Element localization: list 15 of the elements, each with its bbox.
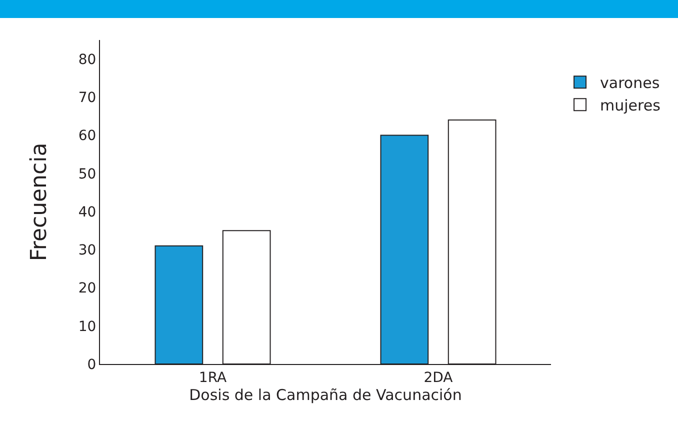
x-tick-label: 1RA bbox=[198, 370, 227, 386]
y-tick-label: 80 bbox=[78, 52, 96, 68]
y-tick-label: 30 bbox=[78, 242, 96, 259]
y-tick-label: 40 bbox=[78, 204, 96, 220]
legend-label: mujeres bbox=[600, 96, 661, 115]
legend-label: varones bbox=[600, 74, 660, 92]
y-tick-label: 60 bbox=[78, 128, 96, 144]
y-axis-title: Frecuencia bbox=[27, 142, 52, 262]
y-tick-label: 10 bbox=[78, 318, 96, 335]
x-axis-title: Dosis de la Campaña de Vacunación bbox=[189, 386, 462, 404]
y-tick-label: 0 bbox=[87, 356, 96, 373]
y-tick-label: 70 bbox=[78, 90, 96, 106]
y-tick-label: 20 bbox=[78, 280, 96, 297]
y-tick-label: 50 bbox=[78, 166, 96, 182]
x-tick-label: 2DA bbox=[424, 370, 454, 386]
